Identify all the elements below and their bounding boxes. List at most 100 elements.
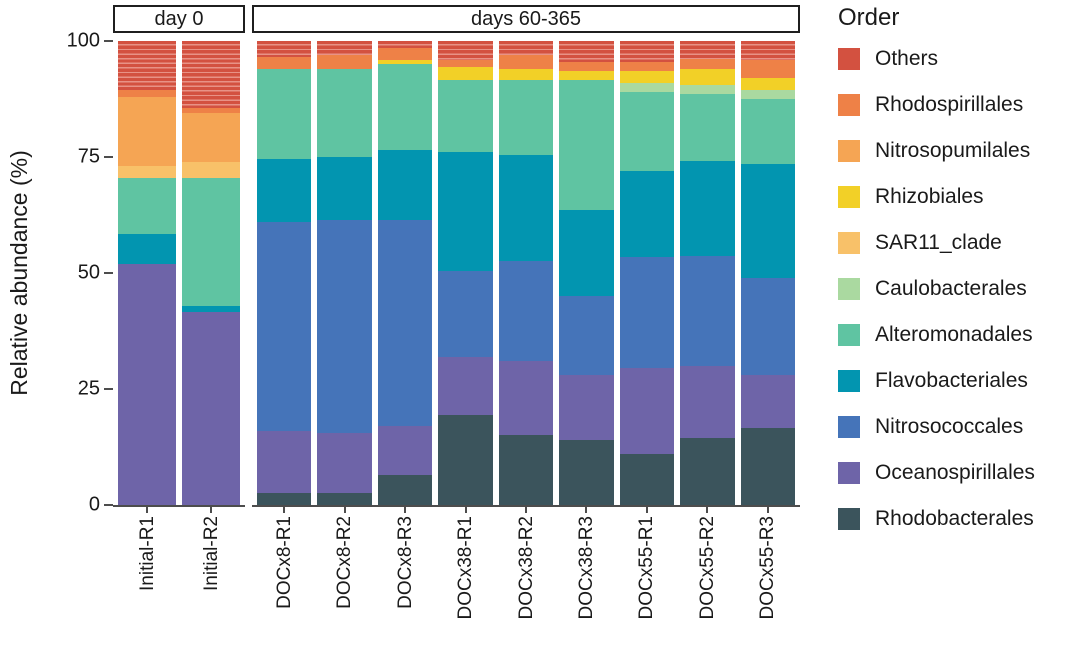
x-tick-label-DOCx8-R2: DOCx8-R2 — [332, 516, 358, 609]
x-tick-label-text: DOCx38-R3 — [575, 516, 597, 620]
legend-label: Oceanospirillales — [875, 461, 1035, 484]
y-tick-mark — [104, 272, 113, 274]
bar-segment-Nitrosococcales — [619, 256, 675, 369]
bar-segment-SAR11_clade — [182, 161, 240, 178]
x-tick-label-DOCx38-R3: DOCx38-R3 — [573, 516, 599, 619]
bar-segment-Others — [619, 41, 675, 62]
bar-segment-Rhizobiales — [438, 66, 493, 81]
bar-segment-Nitrosococcales — [257, 221, 312, 431]
legend-item-Alteromonadales: Alteromonadales — [838, 323, 1078, 346]
legend-label: Caulobacterales — [875, 277, 1027, 300]
legend-item-Rhodobacterales: Rhodobacterales — [838, 507, 1078, 530]
panel-header-day0: day 0 — [113, 5, 245, 33]
y-tick-label: 0 — [88, 493, 100, 516]
legend-label: Rhizobiales — [875, 185, 984, 208]
y-tick-mark — [104, 388, 113, 390]
bar-segment-Others — [680, 41, 735, 60]
bar-segment-Rhizobiales — [740, 78, 795, 90]
bar-segment-Rhizobiales — [680, 68, 735, 85]
bar-segment-Nitrosococcales — [438, 270, 493, 357]
bar-segment-Flavobacteriales — [377, 150, 433, 220]
legend-item-SAR11_clade: SAR11_clade — [838, 231, 1078, 254]
bar-segment-Rhodospirillales — [317, 54, 372, 69]
bar-segment-Alteromonadales — [498, 80, 554, 155]
x-tick-label-DOCx38-R1: DOCx38-R1 — [453, 516, 479, 619]
x-tick-label-text: DOCx55-R1 — [636, 516, 658, 620]
bar-segment-Flavobacteriales — [317, 157, 372, 220]
x-tick-label-text: DOCx38-R1 — [455, 516, 477, 620]
bar-segment-Flavobacteriales — [740, 163, 795, 278]
legend-title: Order — [838, 4, 900, 31]
bar-segment-Others — [257, 41, 312, 58]
bar-segment-Nitrosococcales — [680, 255, 735, 367]
x-tick-mark — [525, 505, 527, 513]
y-tick-label: 50 — [77, 261, 100, 284]
bar-segment-Alteromonadales — [438, 80, 493, 153]
bar-DOCx38-R3 — [559, 41, 614, 505]
x-tick-mark — [706, 505, 709, 513]
y-axis-title: Relative abundance (%) — [5, 150, 32, 396]
bar-DOCx38-R2 — [498, 41, 554, 505]
x-tick-label-text: DOCx38-R2 — [515, 516, 537, 620]
bar-segment-Rhodobacterales — [619, 453, 675, 505]
legend-label: Nitrosococcales — [875, 415, 1024, 438]
panel-days60-365-bars — [252, 41, 800, 505]
x-tick-label-Initial-R2: Initial-R2 — [198, 516, 224, 591]
x-tick-label-DOCx38-R2: DOCx38-R2 — [513, 516, 539, 619]
bar-segment-Rhodospirillales — [182, 108, 240, 113]
y-tick-mark — [104, 156, 113, 158]
legend-swatch-icon — [838, 324, 860, 346]
x-tick-label-Initial-R1: Initial-R1 — [134, 516, 160, 591]
bar-segment-Rhodobacterales — [317, 493, 372, 505]
bar-DOCx55-R2 — [680, 41, 735, 505]
bar-segment-Nitrosococcales — [317, 219, 372, 434]
bar-segment-Rhodobacterales — [438, 414, 493, 505]
bar-segment-Oceanospirillales — [619, 368, 675, 454]
bar-segment-Others — [498, 41, 554, 55]
bar-segment-Rhodobacterales — [740, 428, 795, 505]
x-tick-label-text: DOCx8-R2 — [334, 516, 356, 609]
bar-segment-Rhodospirillales — [680, 59, 735, 69]
bar-segment-Caulobacterales — [619, 82, 675, 93]
bar-segment-Flavobacteriales — [619, 170, 675, 257]
bar-segment-Nitrosopumilales — [118, 96, 176, 167]
bar-DOCx55-R3 — [740, 41, 795, 505]
legend-item-Flavobacteriales: Flavobacteriales — [838, 369, 1078, 392]
legend-swatch-icon — [838, 186, 860, 208]
bar-segment-Oceanospirillales — [740, 375, 795, 429]
bar-segment-Flavobacteriales — [680, 161, 735, 256]
bar-segment-Alteromonadales — [182, 177, 240, 306]
x-tick-label-text: Initial-R2 — [200, 516, 222, 591]
bar-segment-SAR11_clade — [118, 166, 176, 178]
legend-swatch-icon — [838, 278, 860, 300]
bar-segment-Oceanospirillales — [438, 356, 493, 415]
legend-item-list: Others Rhodospirillales Nitrosopumilales Rh… — [838, 47, 1078, 530]
x-tick-label-DOCx8-R1: DOCx8-R1 — [271, 516, 297, 609]
bar-segment-Nitrosococcales — [559, 296, 614, 376]
x-tick-label-text: DOCx8-R1 — [273, 516, 295, 609]
x-tick-mark — [210, 505, 212, 513]
bar-segment-Rhodospirillales — [740, 59, 795, 79]
x-tick-mark — [766, 505, 769, 513]
y-tick-label: 100 — [66, 29, 100, 52]
bar-segment-Rhodobacterales — [377, 474, 433, 505]
bar-segment-Others — [317, 41, 372, 55]
legend-label: Alteromonadales — [875, 323, 1033, 346]
legend-item-Oceanospirillales: Oceanospirillales — [838, 461, 1078, 484]
bar-segment-Alteromonadales — [740, 99, 795, 164]
bar-segment-Alteromonadales — [680, 94, 735, 161]
x-tick-label-text: DOCx55-R3 — [757, 516, 779, 620]
x-tick-label-DOCx8-R3: DOCx8-R3 — [392, 516, 418, 609]
bar-segment-Flavobacteriales — [118, 233, 176, 264]
bar-segment-Alteromonadales — [118, 177, 176, 234]
legend-swatch-icon — [838, 370, 860, 392]
bar-segment-Rhodospirillales — [498, 54, 554, 69]
bar-segment-Others — [118, 41, 176, 90]
legend-item-Caulobacterales: Caulobacterales — [838, 277, 1078, 300]
bar-segment-Alteromonadales — [619, 92, 675, 171]
y-tick-mark — [104, 40, 113, 42]
x-tick-mark — [343, 505, 346, 513]
bar-segment-Oceanospirillales — [182, 312, 240, 505]
x-tick-mark — [585, 505, 588, 513]
x-tick-mark — [146, 505, 148, 513]
